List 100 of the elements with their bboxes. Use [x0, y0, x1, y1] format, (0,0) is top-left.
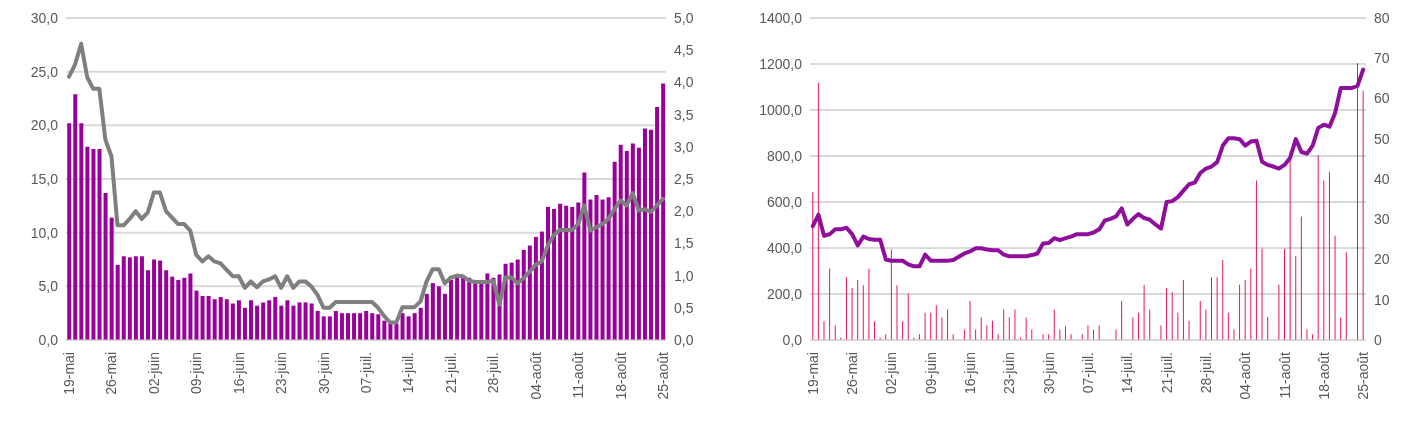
x-tick-label: 26-mai [844, 352, 861, 395]
x-tick-label: 14-juil. [400, 352, 417, 394]
bar [533, 236, 538, 340]
bar [91, 148, 96, 340]
y-tick-label: 15,0 [30, 170, 59, 187]
y2-tick-label: 40 [1374, 170, 1390, 187]
bar [449, 279, 454, 340]
y2-tick-label: 4,0 [674, 74, 694, 91]
bar [539, 231, 544, 340]
y-tick-label: 0,0 [782, 331, 803, 348]
bar [406, 316, 411, 340]
y2-tick-label: 20 [1374, 251, 1390, 268]
bar [333, 311, 338, 340]
y-tick-label: 25,0 [30, 63, 59, 80]
x-tick-label: 02-juin [883, 352, 900, 395]
bar [576, 202, 581, 340]
y2-tick-label: 4,5 [674, 42, 694, 59]
y-tick-label: 1200,0 [759, 55, 803, 72]
bar [200, 295, 205, 340]
x-tick-label: 30-juin [315, 352, 332, 395]
bar [461, 277, 466, 340]
bar [85, 146, 90, 340]
bar [139, 256, 144, 340]
bar [109, 217, 114, 340]
bar [242, 307, 247, 340]
x-tick-label: 07-juil. [358, 352, 374, 394]
y-tick-label: 20,0 [30, 117, 59, 134]
bar [382, 320, 387, 340]
y2-tick-label: 3,0 [674, 138, 694, 155]
y2-tick-label: 0,0 [674, 331, 694, 348]
bar [309, 303, 314, 340]
bar [321, 316, 326, 340]
bar [509, 262, 514, 340]
x-tick-label: 21-juil. [442, 352, 459, 394]
x-tick-label: 23-juin [273, 352, 290, 395]
y-tick-label: 1000,0 [759, 101, 803, 118]
bar [146, 270, 150, 340]
x-tick-label: 19-mai [804, 352, 821, 395]
y2-tick-label: 0,5 [674, 299, 694, 316]
y2-tick-label: 0 [1374, 331, 1382, 348]
y2-tick-label: 2,5 [674, 170, 694, 187]
bar [364, 311, 369, 340]
y-tick-label: 0,0 [38, 331, 59, 348]
x-tick-label: 30-juin [1040, 352, 1057, 395]
bar [285, 300, 290, 340]
bar [582, 172, 587, 340]
bar [97, 148, 102, 340]
bar [436, 286, 441, 340]
bar [255, 305, 260, 340]
bar [552, 209, 557, 340]
line-series [67, 41, 665, 325]
x-tick-label: 07-juil. [1080, 352, 1096, 394]
bar [636, 147, 641, 340]
bar [558, 203, 563, 340]
y-tick-label: 200,0 [766, 285, 803, 302]
bar [339, 313, 344, 340]
bar [194, 290, 199, 340]
x-tick-label: 25-août [654, 351, 671, 400]
bar [297, 302, 302, 340]
bar [570, 206, 575, 340]
bar [273, 297, 278, 340]
bar [267, 300, 272, 340]
line-series [810, 67, 1366, 269]
x-tick-label: 23-juin [1001, 352, 1018, 395]
bar [206, 295, 211, 340]
bar [73, 94, 78, 340]
y-tick-label: 10,0 [30, 224, 59, 241]
bar [315, 311, 320, 340]
bar [588, 199, 593, 340]
bar [327, 316, 332, 340]
bar [479, 283, 484, 340]
bar [485, 273, 490, 340]
bar [133, 256, 138, 340]
x-tick-label: 18-août [612, 351, 629, 400]
y-tick-label: 30,0 [30, 9, 59, 26]
bar [606, 197, 611, 340]
y2-tick-label: 10 [1374, 291, 1390, 308]
bar [346, 313, 350, 340]
bar [303, 302, 308, 340]
y2-tick-label: 5,0 [674, 9, 694, 26]
bar [661, 83, 666, 340]
y2-tick-label: 50 [1374, 130, 1390, 147]
bar [527, 245, 532, 340]
bar [624, 151, 629, 340]
bar [515, 259, 520, 340]
bar [188, 273, 193, 340]
bar [546, 206, 550, 340]
x-tick-label: 25-août [1355, 351, 1372, 400]
bar [618, 144, 623, 340]
bar [218, 297, 223, 340]
x-tick-label: 14-juil. [1119, 352, 1136, 394]
y-tick-label: 800,0 [766, 147, 803, 164]
bar [212, 299, 217, 340]
bar [370, 313, 375, 340]
x-tick-label: 04-août [1237, 351, 1254, 400]
y2-tick-label: 80 [1374, 9, 1390, 26]
bar [430, 283, 435, 340]
bar [115, 264, 120, 340]
x-tick-label: 11-août [570, 351, 587, 399]
x-tick-label: 16-juin [230, 352, 247, 395]
